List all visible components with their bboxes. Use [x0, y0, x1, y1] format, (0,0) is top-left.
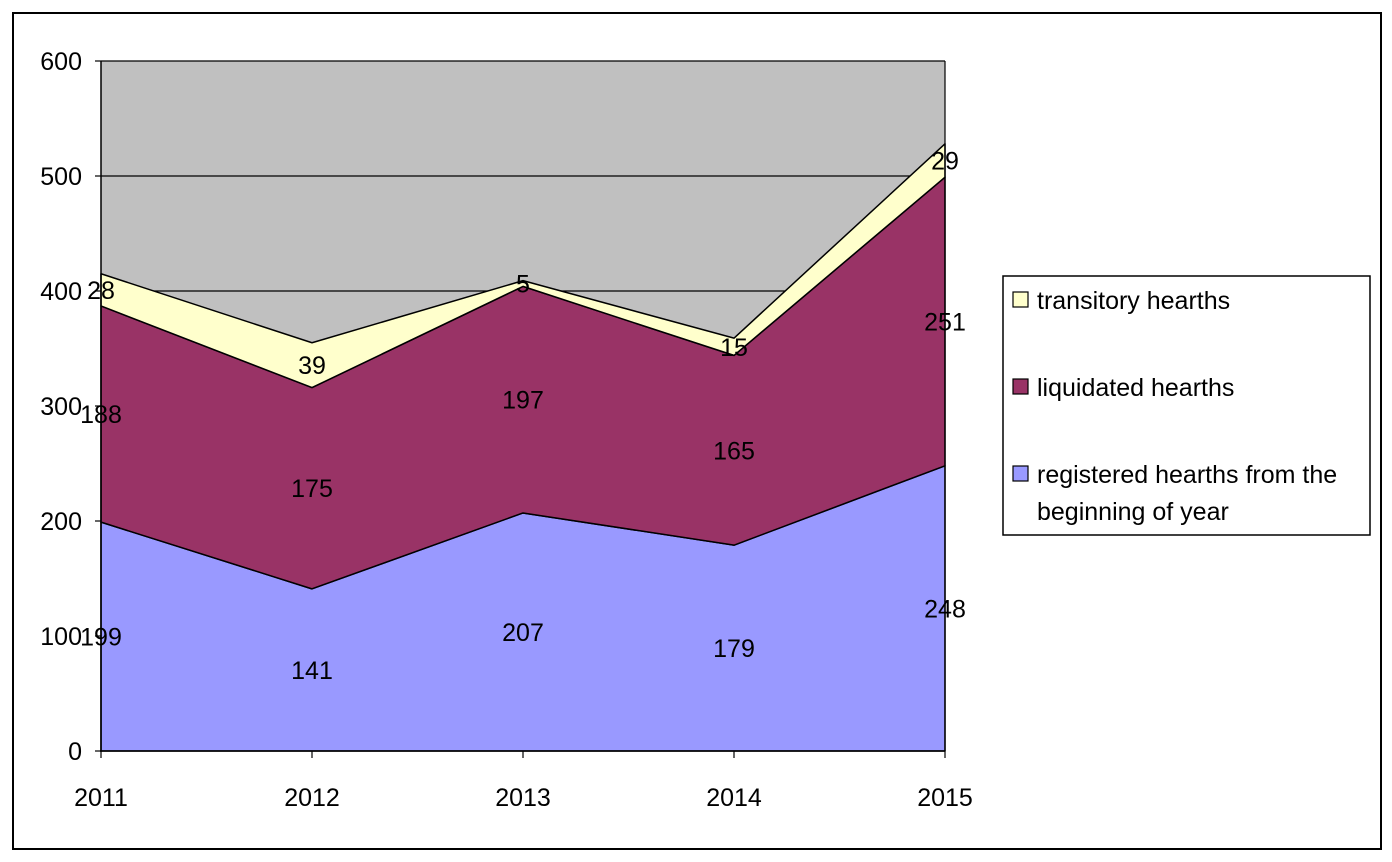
legend-label-line: liquidated hearths: [1037, 374, 1234, 402]
data-label-2-2011: 28: [87, 277, 115, 305]
series-areas: [100, 61, 946, 752]
legend: transitory hearths liquidated hearths regi…: [1002, 275, 1371, 536]
y-tick-label-0: 0: [68, 738, 82, 766]
data-label-2-2012: 39: [298, 352, 326, 380]
legend-label-0: transitory hearths: [1037, 287, 1230, 315]
data-label-1-2012: 175: [291, 475, 333, 503]
legend-label-1: liquidated hearths: [1037, 374, 1234, 402]
x-tick-label-2011: 2011: [74, 784, 128, 812]
legend-swatch-0: [1012, 291, 1029, 308]
y-tick-label-600: 600: [40, 48, 82, 76]
y-tick-label-500: 500: [40, 163, 82, 191]
data-label-1-2013: 197: [502, 387, 544, 415]
legend-label-line: beginning of year: [1037, 498, 1229, 526]
data-label-0-2014: 179: [713, 635, 755, 663]
chart-frame: [12, 12, 1382, 850]
y-tick-label-100: 100: [40, 623, 82, 651]
legend-label-2: registered hearths from the beginning of …: [1037, 461, 1337, 526]
data-label-1-2015: 251: [924, 308, 966, 336]
legend-swatch-2: [1012, 465, 1029, 482]
legend-label-line: transitory hearths: [1037, 287, 1230, 315]
x-tick-label-2013: 2013: [495, 784, 551, 812]
x-tick-label-2012: 2012: [284, 784, 340, 812]
x-axis-ticks: 2011 2012 2013 2014 2015: [74, 751, 973, 812]
data-label-0-2013: 207: [502, 619, 544, 647]
data-label-0-2011: 199: [80, 624, 122, 652]
data-labels: 199 141 207 179 248 188 175 197 165 251 28 39 5 15 29: [80, 147, 966, 684]
data-label-2-2015: 29: [931, 147, 959, 175]
legend-box: [1002, 275, 1371, 536]
data-label-1-2014: 165: [713, 437, 755, 465]
data-label-2-2014: 15: [720, 334, 748, 362]
x-tick-label-2015: 2015: [917, 784, 973, 812]
y-tick-label-400: 400: [40, 278, 82, 306]
x-tick-label-2014: 2014: [706, 784, 762, 812]
y-axis-ticks: 0 100 200 300 400 500 600: [40, 48, 101, 766]
legend-swatch-1: [1012, 378, 1029, 395]
y-tick-label-200: 200: [40, 508, 82, 536]
y-tick-label-300: 300: [40, 393, 82, 421]
data-label-0-2015: 248: [924, 595, 966, 623]
data-label-2-2013: 5: [516, 271, 530, 299]
data-label-1-2011: 188: [80, 401, 122, 429]
data-label-0-2012: 141: [291, 657, 333, 685]
legend-label-line: registered hearths from the: [1037, 461, 1337, 489]
